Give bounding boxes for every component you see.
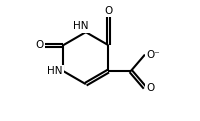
Text: O: O [35,40,43,50]
Text: HN: HN [73,21,89,31]
Text: HN: HN [47,66,62,76]
Text: O⁻: O⁻ [146,50,160,60]
Text: O: O [146,83,154,93]
Text: O: O [104,6,112,16]
Text: O⁻: O⁻ [146,50,160,60]
Text: O: O [104,6,112,16]
Text: O: O [146,83,154,93]
Text: O: O [35,40,43,50]
Text: HN: HN [73,21,89,31]
Text: HN: HN [47,66,62,76]
